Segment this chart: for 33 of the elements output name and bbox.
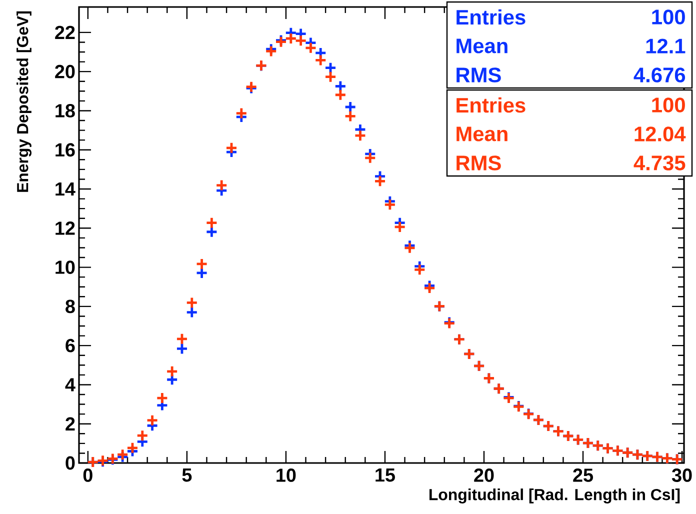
annotation: 12.1	[646, 38, 686, 54]
y-tick-label: 18	[56, 104, 75, 118]
annotation: 12.04	[634, 126, 686, 142]
y-tick-label: 6	[66, 338, 75, 352]
x-tick-label: 30	[672, 468, 692, 482]
x-tick-label: 10	[276, 468, 296, 482]
y-tick-label: 2	[66, 417, 75, 430]
x-tick-label: 15	[376, 468, 395, 482]
x-tick-label: 5	[182, 468, 192, 482]
x-axis-title: Longitudinal [Rad. Length in CsI]	[429, 488, 680, 504]
y-tick-label: 16	[56, 143, 75, 157]
y-tick-label: 0	[66, 456, 75, 470]
annotation: 100	[652, 10, 685, 24]
y-tick-label: 20	[55, 64, 75, 78]
y-tick-label: 4	[65, 378, 76, 392]
annotation: Entries	[456, 97, 526, 113]
x-tick-label: 20	[474, 468, 494, 482]
y-tick-label: 22	[55, 26, 75, 40]
annotation: Mean	[456, 126, 508, 142]
annotation: RMS	[456, 68, 501, 82]
y-tick-label: 14	[56, 182, 76, 196]
y-tick-label: 8	[66, 300, 75, 314]
annotation: 100	[652, 98, 685, 112]
annotation: 4.735	[634, 156, 686, 170]
y-tick-label: 10	[56, 260, 75, 274]
x-tick-label: 25	[573, 468, 594, 482]
annotation: 4.676	[634, 68, 686, 82]
x-tick-label: 0	[83, 468, 92, 482]
annotation: Mean	[456, 38, 508, 54]
annotation: Entries	[456, 9, 526, 25]
y-tick-label: 12	[56, 222, 75, 235]
annotation: RMS	[456, 156, 501, 170]
y-axis-title: Energy Deposited [GeV]	[16, 11, 32, 192]
